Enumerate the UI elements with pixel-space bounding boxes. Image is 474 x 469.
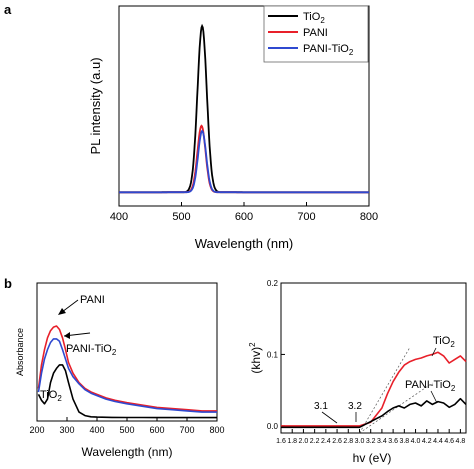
panel-b-left-x-tick-label: 200	[29, 425, 44, 435]
legend-label-pani: PANI	[303, 27, 328, 39]
panel-b-right-x-tick-label: 2.0	[299, 438, 309, 445]
panel-a-lines	[119, 23, 369, 194]
panel-b-left-x-ticks: 200 300 400 500 600 700 800	[29, 417, 225, 435]
annotation-pani-tio2-arrowhead	[64, 332, 70, 339]
panel-b-left-x-tick-label: 600	[149, 425, 164, 435]
panel-b-left-x-tick-label: 700	[179, 425, 194, 435]
panel-a-x-ticks: 400 500 600 700 800	[110, 202, 378, 223]
panel-b-right-x-tick-label: 4.2	[422, 438, 432, 445]
panel-b-left-x-tick-label: 800	[209, 425, 224, 435]
panel-a-x-tick-label: 600	[235, 211, 253, 223]
annotation-3-2: 3.2	[348, 401, 362, 412]
panel-b-right-x-axis-label: hv (eV)	[353, 451, 392, 465]
annotation-3-1: 3.1	[314, 401, 328, 412]
annotation-pani: PANI	[80, 294, 105, 306]
panel-b-right-tangent	[359, 382, 433, 434]
annotation-pani-arrowhead	[58, 308, 66, 315]
panel-b-right-y-tick-label: 0.1	[267, 350, 279, 359]
panel-a-x-tick-label: 400	[110, 211, 128, 223]
panel-b-right-series-tio2	[281, 351, 467, 427]
panel-b-left-x-tick-label: 300	[59, 425, 74, 435]
panel-b-right-tangent-lines	[359, 347, 433, 434]
panel-b-right-x-tick-label: 4.8	[456, 438, 466, 445]
panel-b-left-x-axis-label: Wavelength (nm)	[82, 445, 173, 459]
panel-b-left-lines	[37, 325, 217, 419]
panel-b-right-x-tick-label: 2.4	[321, 438, 331, 445]
panel-b-left-series-pani-tio2	[37, 338, 217, 413]
annotation-tio2: TiO2	[40, 389, 62, 403]
panel-b-right-frame	[280, 282, 467, 434]
annotation-pani-tio2-right: PANI-TiO2	[405, 379, 456, 393]
annotation-tio2-right-arrow	[431, 347, 437, 357]
panel-b-right-tangent	[359, 347, 411, 434]
annotation-pani-tio2-right-arrow	[430, 390, 438, 404]
panel-b-right-chart: 1.6 1.8 2.0 2.2 2.4 2.6 2.8 3.0 3.2 3.4 3.6 3.8 4.0 4…	[248, 279, 467, 465]
legend-box	[263, 5, 369, 63]
panel-b-right-x-tick-label: 4.6	[444, 438, 454, 445]
panel-b-right-x-tick-label: 1.8	[287, 438, 297, 445]
annotation-pani-arrow	[61, 299, 79, 313]
panel-b-left-chart: 200 300 400 500 600 700 800 Wavelength (nm) Ab…	[15, 282, 225, 459]
panel-b-right-x-tick-label: 3.8	[399, 438, 409, 445]
panel-a-legend: TiO2 PANI PANI-TiO2	[263, 5, 369, 63]
panel-b-right-x-tick-label: 3.6	[388, 438, 398, 445]
annotation-pani-tio2: PANI-TiO2	[66, 343, 117, 357]
panel-b-left-series-pani	[37, 325, 217, 412]
annotation-3-1-arrow	[321, 411, 338, 424]
panel-label-b: b	[4, 276, 12, 291]
panel-b-right-y-tick-label: 0.0	[267, 422, 279, 431]
panel-b-right-x-tick-label: 3.2	[366, 438, 376, 445]
panel-b-left-y-axis-label: Absorbance	[15, 328, 25, 376]
panel-a-x-tick-label: 700	[297, 211, 315, 223]
panel-a-y-axis-label: PL intensity (a.u)	[88, 57, 103, 154]
panel-b-left-x-tick-label: 500	[119, 425, 134, 435]
panel-a-x-tick-label: 800	[360, 211, 378, 223]
panel-label-a: a	[4, 2, 12, 17]
legend-label-pani-tio2: PANI-TiO2	[303, 43, 354, 57]
panel-b-right-y-ticks: 0.0 0.1 0.2	[267, 279, 285, 431]
panel-a-series-pani	[119, 124, 369, 194]
panel-a-x-tick-label: 500	[172, 211, 190, 223]
panel-b-left-series-tio2	[37, 364, 217, 419]
panel-b-right-lines	[281, 351, 467, 429]
panel-b-left-x-tick-label: 400	[89, 425, 104, 435]
panel-b-right-x-tick-label: 3.4	[377, 438, 387, 445]
panel-b-right-y-tick-label: 0.2	[267, 279, 279, 288]
panel-b-right-series-pani-tio2	[281, 397, 467, 429]
panel-b-right-y-axis-label: (khv)2	[248, 342, 263, 374]
panel-b-right-x-tick-label: 1.6	[276, 438, 286, 445]
panel-a-x-axis-label: Wavelength (nm)	[195, 236, 294, 251]
panel-b-right-x-tick-label: 2.8	[343, 438, 353, 445]
panel-a-series-pani-tio2	[119, 129, 369, 194]
panel-b-right-x-tick-label: 4.0	[411, 438, 421, 445]
panel-b-right-x-ticks: 1.6 1.8 2.0 2.2 2.4 2.6 2.8 3.0 3.2 3.4 3.6 3.8 4.0 4…	[276, 429, 465, 445]
legend-label-tio2: TiO2	[303, 11, 325, 25]
panel-a-chart: 400 500 600 700 800 Wavelength (nm) PL inten…	[88, 5, 378, 251]
panel-b-right-x-tick-label: 2.2	[310, 438, 320, 445]
panel-b-right-x-tick-label: 3.0	[355, 438, 365, 445]
panel-b-right-x-tick-label: 2.6	[332, 438, 342, 445]
panel-b-right-x-tick-label: 4.4	[433, 438, 443, 445]
annotation-tio2-right: TiO2	[433, 335, 455, 349]
